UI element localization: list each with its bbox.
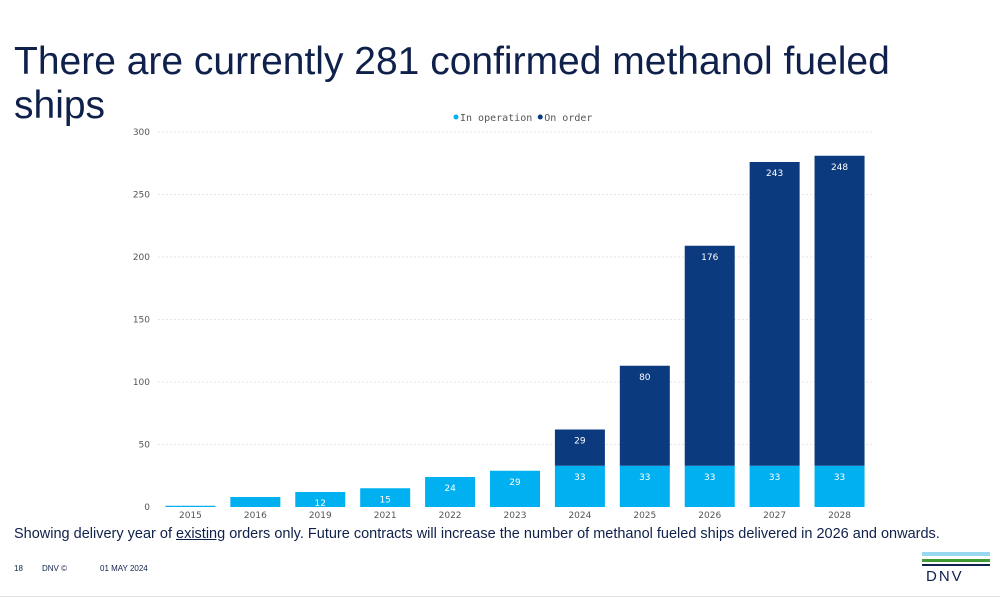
bar-segment [165,505,216,507]
bar-value-label: 33 [769,473,780,483]
chart-bars: 12 15 24 29 33 29 33 80 33 176 33 243 33 248 [165,155,865,509]
bar-value-label: 243 [766,169,783,179]
bar-value-label: 12 [315,499,326,509]
x-axis: 2015 2016 2019 2021 2022 2023 2024 2025 2026 2027… [179,511,851,521]
legend-label: On order [544,113,592,124]
x-tick-label: 2028 [828,511,851,521]
bar-value-label: 15 [379,495,390,505]
caption-underlined-word: existing [176,526,226,542]
y-tick-label: 50 [139,441,151,451]
y-tick-label: 150 [133,316,150,326]
x-tick-label: 2021 [374,511,397,521]
bar-segment [230,497,281,507]
y-axis: 0 50 100 150 200 250 300 [133,128,150,513]
bar-value-label: 29 [574,437,586,447]
logo-stripe [922,552,990,556]
bar-segment [554,465,605,507]
x-tick-label: 2022 [439,511,462,521]
bar-segment [295,492,346,507]
logo-stripe [922,559,990,562]
bar-segment [490,470,540,507]
x-tick-label: 2026 [698,511,721,521]
page-number: 18 [14,564,23,573]
bar-segment [360,488,411,507]
bar-segment [684,245,735,466]
y-tick-label: 200 [133,253,150,263]
logo-stripe [922,564,990,566]
footer-divider [0,596,1000,597]
caption-text-start: Showing delivery year of [14,526,176,542]
bar-value-label: 29 [509,478,521,488]
bar-value-label: 33 [834,473,845,483]
y-tick-label: 100 [133,378,150,388]
bar-value-label: 33 [639,473,650,483]
x-tick-label: 2024 [568,511,591,521]
x-tick-label: 2016 [244,511,267,521]
dnv-logo: DNV [922,552,990,588]
bar-value-label: 33 [704,473,715,483]
bar-segment [554,429,605,466]
bar-value-label: 176 [701,253,718,263]
caption-text-end: orders only. Future contracts will incre… [225,526,940,542]
bar-segment [684,465,735,507]
bar-segment [619,465,670,507]
slide-date: 01 MAY 2024 [100,564,148,573]
bar-value-label: 80 [639,373,651,383]
y-tick-label: 0 [144,503,150,513]
x-tick-label: 2023 [504,511,527,521]
bar-segment [749,465,800,507]
logo-text: DNV [926,568,964,585]
bar-value-label: 24 [444,484,456,494]
x-tick-label: 2015 [179,511,202,521]
chart-caption: Showing delivery year of existing orders… [14,526,984,542]
slide-title: There are currently 281 confirmed methan… [14,40,890,127]
legend-label: In operation [460,113,532,124]
legend-marker [537,114,543,120]
bar-segment [619,365,670,466]
bar-segment [425,477,476,507]
bar-chart: 0 50 100 150 200 250 300 12 15 24 29 33 29 33 80 33 176… [133,113,872,521]
bar-value-label: 33 [574,473,585,483]
y-tick-label: 250 [133,191,150,201]
x-tick-label: 2019 [309,511,332,521]
y-tick-label: 300 [133,128,150,138]
legend-marker [453,114,459,120]
copyright-notice: DNV © [42,564,68,573]
chart-legend: In operation On order [453,113,592,124]
bar-value-label: 248 [831,163,848,173]
chart-gridlines [158,131,872,445]
bar-segment [814,465,865,507]
bar-segment [814,155,865,466]
bar-segment [749,162,800,466]
x-tick-label: 2027 [763,511,786,521]
x-tick-label: 2025 [633,511,656,521]
